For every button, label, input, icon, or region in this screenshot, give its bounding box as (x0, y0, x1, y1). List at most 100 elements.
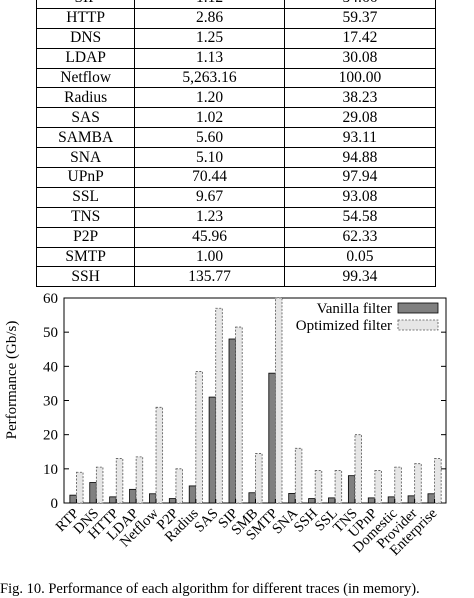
table-cell-value-a: 70.44 (134, 167, 285, 188)
y-tick-label: 20 (43, 428, 58, 444)
table-cell-value-b: 100.00 (283, 67, 437, 89)
bar-vanilla (69, 494, 77, 504)
table-row: Radius 1.20 38.23 (35, 87, 437, 109)
table-cell-protocol: SIP (35, 0, 136, 9)
bar-vanilla (188, 485, 197, 504)
table-cell-value-b: 93.11 (283, 127, 437, 149)
table-cell-value-a: 1.00 (134, 246, 285, 268)
bar-optimized (215, 307, 223, 504)
table-row: TNS 1.23 54.58 (35, 206, 437, 228)
bar-optimized (235, 326, 243, 504)
table-cell-protocol: P2P (35, 226, 136, 248)
bar-vanilla (387, 496, 396, 504)
results-table-container: SIP1.1254.66HTTP2.8659.37DNS1.2517.42LDA… (35, 0, 437, 288)
table-cell-protocol: HTTP (35, 7, 136, 29)
table-cell-value-b: 94.88 (283, 147, 437, 169)
bar-vanilla (208, 396, 217, 504)
bar-vanilla (268, 372, 276, 504)
table-cell-protocol: Netflow (35, 67, 136, 89)
table-cell-protocol: DNS (35, 27, 136, 49)
y-tick-label: 50 (43, 325, 58, 341)
legend-swatch-vanilla (397, 302, 439, 314)
bar-optimized (175, 468, 183, 504)
table-cell-protocol: LDAP (35, 47, 136, 69)
table-cell-value-a: 5,263.16 (134, 67, 285, 89)
table-cell-value-b: 17.42 (283, 27, 437, 49)
bar-vanilla (427, 493, 435, 504)
table-row: SIP1.1254.66 (35, 0, 437, 9)
bar-optimized (255, 453, 263, 504)
bar-optimized (314, 470, 323, 504)
bar-vanilla (248, 492, 256, 504)
table-cell-value-a: 1.20 (134, 87, 285, 109)
table-row: SAS 1.02 29.08 (35, 107, 437, 129)
bar-optimized (76, 471, 84, 504)
table-cell-protocol: SAS (35, 107, 136, 129)
table-row: SSL 9.67 93.08 (35, 186, 437, 208)
table-cell-value-a: 1.25 (134, 27, 285, 49)
bar-optimized (274, 297, 283, 504)
table-cell-value-a: 1.23 (134, 206, 285, 228)
legend-label-vanilla: Vanilla filter (317, 301, 392, 317)
table-cell-protocol: SMTP (35, 246, 136, 268)
table-cell-protocol: Radius (35, 87, 136, 109)
bar-optimized (394, 466, 402, 504)
bar-optimized (414, 463, 422, 504)
table-cell-protocol: TNS (35, 206, 136, 228)
table-row: LDAP 1.13 30.08 (35, 47, 437, 69)
bar-vanilla (149, 493, 157, 504)
bar-optimized (95, 466, 104, 504)
bar-vanilla (347, 475, 356, 504)
table-row: Netflow 5,263.16 100.00 (35, 67, 437, 89)
table-cell-value-b: 54.58 (283, 206, 437, 228)
table-cell-value-a: 9.67 (134, 186, 285, 208)
bar-vanilla (129, 488, 137, 504)
table-cell-value-a: 1.02 (134, 107, 285, 129)
y-tick-label: 40 (43, 359, 58, 375)
table-cell-protocol: UPnP (35, 167, 136, 188)
table-cell-value-b: 62.33 (283, 226, 437, 248)
table-row: SSH 135.77 99.34 (35, 266, 437, 288)
y-axis-label: Performance (Gb/s) (4, 321, 20, 440)
y-tick-label: 10 (43, 462, 58, 478)
bar-optimized (195, 371, 203, 504)
table-cell-value-b: 59.37 (283, 7, 437, 29)
legend-swatch-optimized (397, 319, 439, 331)
bar-optimized (334, 470, 343, 504)
bar-optimized (155, 406, 164, 504)
table-cell-value-a: 1.13 (134, 47, 285, 69)
table-cell-value-a: 1.12 (134, 0, 285, 9)
results-table: SIP1.1254.66HTTP2.8659.37DNS1.2517.42LDA… (35, 0, 437, 288)
table-row: DNS 1.25 17.42 (35, 27, 437, 49)
table-cell-value-b: 97.94 (283, 167, 437, 188)
table-cell-value-b: 0.05 (283, 246, 437, 268)
legend: Vanilla filter Optimized filter (296, 301, 439, 334)
bar-vanilla (328, 497, 336, 504)
table-row: UPnP 70.44 97.94 (35, 167, 437, 188)
table-cell-value-b: 29.08 (283, 107, 437, 129)
table-cell-value-a: 5.60 (134, 127, 285, 149)
performance-bar-chart: Performance (Gb/s) 0102030405060RTPDNSHT… (4, 291, 447, 559)
bar-vanilla (288, 493, 296, 504)
bar-vanilla (168, 498, 177, 504)
table-cell-value-b: 30.08 (283, 47, 437, 69)
y-tick-label: 0 (51, 496, 59, 512)
legend-label-optimized: Optimized filter (296, 318, 392, 334)
bar-vanilla (89, 482, 97, 504)
table-cell-protocol: SAMBA (35, 127, 136, 149)
table-cell-value-b: 54.66 (283, 0, 437, 9)
y-tick-label: 60 (43, 291, 58, 307)
table-row: SMTP 1.00 0.05 (35, 246, 437, 268)
results-table-body: SIP1.1254.66HTTP2.8659.37DNS1.2517.42LDA… (35, 0, 437, 288)
bar-optimized (115, 458, 124, 504)
bar-optimized (434, 458, 442, 504)
y-tick-label: 30 (43, 394, 58, 410)
bar-optimized (135, 456, 144, 504)
table-cell-value-a: 45.96 (134, 226, 285, 248)
table-cell-value-b: 38.23 (283, 87, 437, 109)
figure-caption: Fig. 10. Performance of each algorithm f… (0, 581, 420, 597)
bars-group (69, 297, 442, 504)
table-cell-protocol: SSH (35, 266, 136, 288)
bar-vanilla (228, 338, 237, 504)
bar-optimized (374, 470, 382, 504)
